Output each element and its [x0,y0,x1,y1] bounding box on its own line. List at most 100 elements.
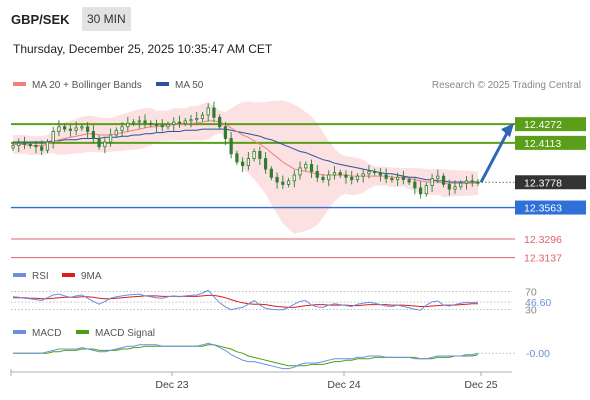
candle-up [332,172,337,176]
candle-down [68,128,73,131]
x-tick-label-1: Dec 24 [327,379,360,391]
candle-up [195,118,199,121]
candle-down [401,176,405,181]
candle-up [57,126,61,132]
credit-text: Research © 2025 Trading Central [431,80,581,91]
candle-up [327,174,331,181]
candle-down [338,172,342,176]
candle-up [114,129,118,136]
level-label-12.3296: 12.3296 [524,234,562,246]
candle-up [17,142,21,146]
candle-up [126,122,130,128]
candle-down [373,171,377,174]
candle-down [378,172,383,176]
candle-up [183,120,187,124]
candle-down [321,176,325,181]
candle-down [154,124,159,126]
candle-down [407,179,411,183]
candle-up [464,180,469,184]
macd-swatch [13,330,26,335]
candle-down [40,146,44,151]
legend-rsi-ma-label: 9MA [81,271,102,282]
level-label-12.3778: 12.3778 [524,177,562,189]
pair-title: GBP/SEK [11,12,70,27]
candle-down [350,176,354,181]
legend-ma50: MA 50 [156,80,203,92]
candle-down [34,145,38,148]
rsi-level-label-70: 70 [525,286,537,298]
candle-up [80,126,84,129]
rsi-level-label-30: 30 [525,305,537,317]
macd-level-label: -0.00 [526,348,550,360]
candle-down [470,180,474,183]
candle-down [235,153,239,163]
timestamp: Thursday, December 25, 2025 10:35:47 AM … [13,42,273,56]
ma20-line [13,120,478,184]
candle-up [298,167,302,176]
level-label-12.3563: 12.3563 [524,203,562,215]
candle-down [97,138,101,148]
candle-up [131,121,136,124]
forecast-arrow-shaft [479,130,510,183]
candle-up [304,163,308,169]
legend-macd-label: MACD [32,328,62,339]
candle-down [258,151,262,159]
candle-down [447,183,451,190]
candle-up [137,120,141,123]
candle-down [229,138,233,155]
rsi-swatch [13,273,26,278]
candle-down [143,120,147,124]
candle-up [396,176,400,181]
level-label-12.4113: 12.4113 [524,138,561,150]
candle-down [476,181,480,184]
candle-up [120,126,124,131]
rsi-ma-line [13,294,478,308]
candle-down [63,126,67,130]
candle-up [166,124,170,128]
candle-down [281,181,285,185]
legend-macd-signal-label: MACD Signal [95,328,156,339]
macd-signal-swatch [76,330,89,335]
legend-ma50-label: MA 50 [175,80,204,91]
legend-rsi-ma: 9MA [62,271,102,283]
candle-up [252,151,256,159]
ma50-line [13,128,478,183]
candle-down [22,142,27,145]
candle-down [413,181,417,189]
legend-ma20: MA 20 + Bollinger Bands [13,80,142,92]
candle-up [459,182,463,188]
ma50-swatch [156,82,169,87]
candle-up [286,180,291,185]
candle-up [424,185,428,195]
candle-up [189,119,193,122]
chart-header: GBP/SEK 30 MIN [0,0,590,38]
macd-line [13,342,479,370]
candle-up [103,141,107,148]
level-tag-last [515,175,586,190]
candle-down [390,178,394,181]
candle-up [200,114,205,119]
candle-down [212,107,216,118]
candle-down [269,168,273,178]
candle-up [74,127,78,131]
candle-down [315,171,319,178]
rsi-line [12,289,479,311]
candle-down [223,126,228,139]
level-tag-resistance [515,117,586,132]
candle-down [344,174,348,178]
candle-up [292,174,296,182]
timeframe-badge[interactable]: 30 MIN [82,7,131,31]
candle-up [436,175,440,179]
candle-up [367,171,371,175]
candle-up [430,178,434,186]
candle-down [241,161,245,166]
candle-down [160,125,164,128]
candle-down [275,176,279,183]
forecast-arrow-head [501,123,514,138]
candle-up [45,141,50,151]
candle-up [51,131,55,143]
level-tag-support [515,200,586,215]
level-tag-resistance [515,135,586,150]
candle-up [206,107,210,116]
